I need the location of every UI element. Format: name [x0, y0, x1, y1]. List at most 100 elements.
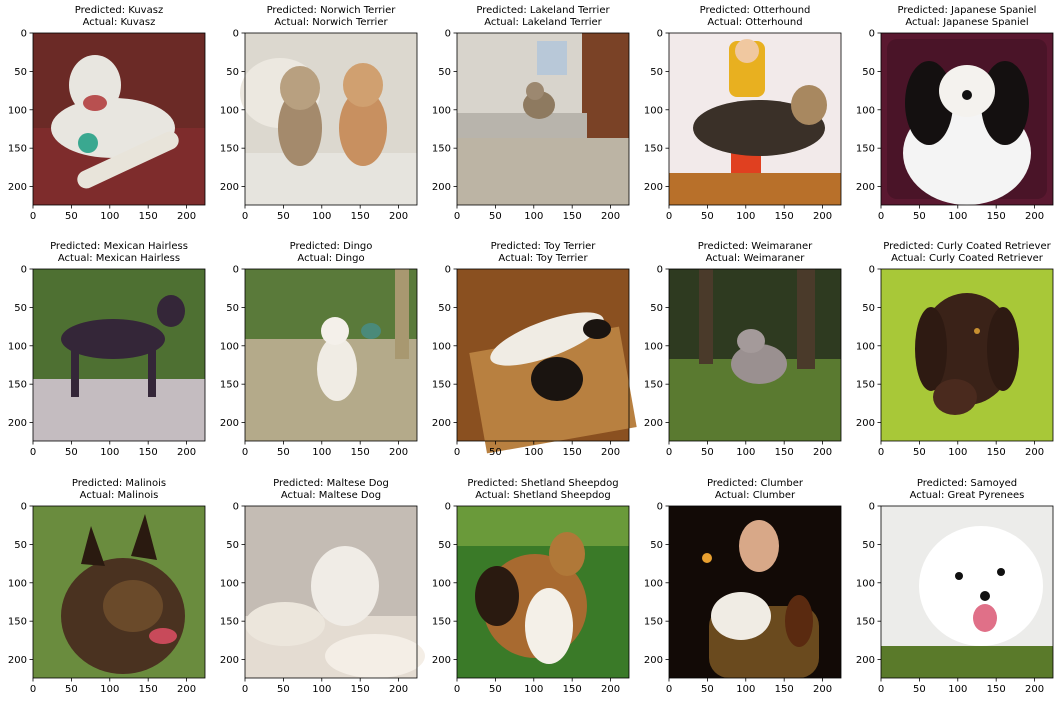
- photo-shape: [33, 379, 205, 441]
- photo-shape: [81, 526, 105, 566]
- x-tick-label: 100: [948, 684, 967, 695]
- actual-label: Actual: Lakeland Terrier: [484, 17, 602, 28]
- x-tick-label: 150: [351, 211, 370, 222]
- photo-shape: [791, 85, 827, 125]
- photo-shape: [973, 604, 997, 632]
- x-tick-label: 0: [242, 211, 248, 222]
- x-tick-label: 150: [563, 684, 582, 695]
- photo-shape: [537, 41, 567, 75]
- x-tick-label: 200: [389, 211, 408, 222]
- image-axes: 0 50 100 150 200 0 50 100 150 200: [8, 502, 206, 695]
- predicted-label: Predicted: Dingo: [289, 241, 373, 252]
- subplot-title: Predicted: Kuvasz Actual: Kuvasz: [13, 5, 225, 29]
- photo-shape: [311, 546, 379, 626]
- predicted-label: Predicted: Kuvasz: [74, 5, 164, 16]
- x-tick-label: 200: [813, 447, 832, 458]
- actual-label: Actual: Weimaraner: [705, 253, 805, 264]
- y-tick-label: 100: [856, 341, 875, 352]
- photo-shape: [919, 293, 1015, 405]
- photo-shape: [737, 329, 765, 353]
- y-tick-label: 0: [233, 29, 239, 40]
- photo-shape: [962, 90, 972, 100]
- photo-shape: [245, 602, 325, 646]
- y-tick-label: 200: [644, 655, 663, 666]
- actual-label: Actual: Shetland Sheepdog: [475, 490, 611, 501]
- y-tick-label: 150: [644, 380, 663, 391]
- image-axes: 0 50 100 150 200 0 50 100 150 200: [8, 265, 206, 458]
- actual-label: Actual: Toy Terrier: [498, 253, 588, 264]
- predicted-label: Predicted: Curly Coated Retriever: [883, 241, 1051, 252]
- y-tick-label: 50: [226, 67, 239, 78]
- image-area: 0 50 100 150 200 0 50 100 150 200: [432, 265, 637, 458]
- axes-frame: [244, 32, 418, 206]
- y-tick-label: 50: [862, 67, 875, 78]
- y-tick-label: 150: [644, 144, 663, 155]
- photo-shape: [395, 269, 409, 359]
- x-tick-label: 50: [701, 447, 714, 458]
- axes-frame: [456, 505, 630, 679]
- y-tick-label: 100: [220, 578, 239, 589]
- y-tick-label: 50: [438, 303, 451, 314]
- y-tick-label: 0: [445, 502, 451, 513]
- y-tick-label: 200: [432, 418, 451, 429]
- y-tick-label: 150: [856, 380, 875, 391]
- y-tick-label: 50: [14, 540, 27, 551]
- predicted-label: Predicted: Otterhound: [699, 5, 811, 16]
- x-tick-label: 50: [913, 684, 926, 695]
- x-tick-label: 50: [65, 211, 78, 222]
- actual-label: Actual: Japanese Spaniel: [905, 17, 1029, 28]
- x-tick-label: 100: [312, 447, 331, 458]
- photo-shape: [987, 307, 1019, 391]
- image-area: 0 50 100 150 200 0 50 100 150 200: [432, 29, 630, 222]
- x-tick-label: 200: [601, 211, 620, 222]
- photo-shape: [955, 572, 963, 580]
- y-tick-label: 100: [432, 578, 451, 589]
- photo-shape: [933, 379, 977, 415]
- y-tick-label: 0: [233, 265, 239, 276]
- photo-shape: [280, 66, 320, 110]
- photo-shape: [785, 595, 813, 647]
- x-tick-label: 100: [100, 684, 119, 695]
- axes-frame: [244, 505, 418, 679]
- actual-label: Actual: Mexican Hairless: [57, 253, 181, 264]
- predicted-label: Predicted: Samoyed: [916, 478, 1018, 489]
- x-tick-label: 200: [389, 684, 408, 695]
- image-area: 0 50 100 150 200 0 50 100 150 200: [220, 265, 418, 458]
- photo-shape: [78, 133, 98, 153]
- image-axes: 0 50 100 150 200 0 50 100 150 200: [432, 29, 630, 222]
- y-tick-label: 150: [8, 144, 27, 155]
- subplot-title: Predicted: Clumber Actual: Clumber: [649, 478, 861, 502]
- y-tick-label: 0: [445, 29, 451, 40]
- image-axes: 0 50 100 150 200 0 50 100 150 200: [856, 502, 1054, 695]
- x-tick-label: 150: [139, 211, 158, 222]
- y-tick-label: 50: [650, 67, 663, 78]
- predicted-label: Predicted: Lakeland Terrier: [476, 5, 610, 16]
- photo-shape: [490, 312, 604, 366]
- image-axes: 0 50 100 150 200 0 50 100 150 200: [432, 265, 637, 458]
- x-tick-label: 100: [736, 211, 755, 222]
- photo-shape: [881, 646, 1053, 678]
- x-tick-label: 50: [277, 684, 290, 695]
- photo-shape: [735, 39, 759, 63]
- y-tick-label: 200: [856, 418, 875, 429]
- y-tick-label: 0: [657, 29, 663, 40]
- x-tick-label: 50: [65, 684, 78, 695]
- x-tick-label: 100: [524, 211, 543, 222]
- y-tick-label: 0: [869, 265, 875, 276]
- actual-label: Actual: Kuvasz: [82, 17, 156, 28]
- y-tick-label: 0: [657, 265, 663, 276]
- x-tick-label: 200: [1025, 211, 1044, 222]
- x-tick-label: 0: [242, 684, 248, 695]
- x-tick-label: 150: [351, 684, 370, 695]
- y-tick-label: 150: [432, 380, 451, 391]
- photo-shape: [669, 173, 841, 205]
- axes-frame: [880, 268, 1054, 442]
- x-tick-label: 0: [454, 211, 460, 222]
- subplot-title: Predicted: Otterhound Actual: Otterhound: [649, 5, 861, 29]
- axes-frame: [32, 505, 206, 679]
- photo-shape: [317, 337, 357, 401]
- y-tick-label: 100: [644, 105, 663, 116]
- image-axes: 0 50 100 150 200 0 50 100 150 200: [856, 29, 1054, 222]
- x-tick-label: 0: [30, 211, 36, 222]
- photo-shape: [699, 269, 713, 364]
